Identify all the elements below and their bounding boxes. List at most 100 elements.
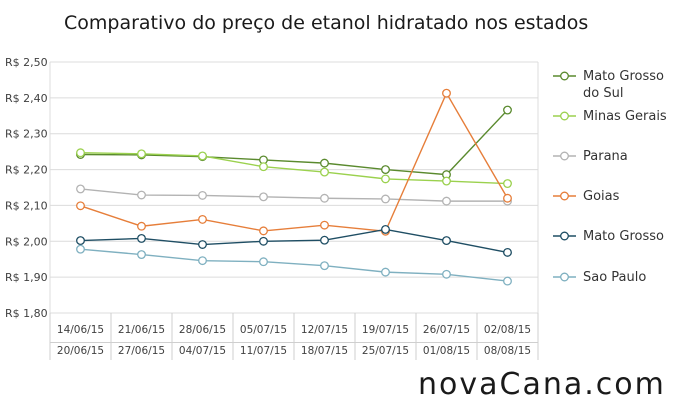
- data-point: [76, 148, 85, 158]
- watermark-text: novaCana.com: [418, 367, 666, 402]
- series-mato-grosso: [76, 225, 512, 257]
- data-point: [320, 193, 329, 203]
- data-point: [381, 194, 390, 204]
- data-point: [137, 250, 146, 260]
- series-line: [80, 228, 508, 254]
- y-tick-label: R$ 2,50: [5, 56, 48, 69]
- x-tick-label-start: 05/07/15: [240, 324, 287, 336]
- data-point: [198, 240, 207, 249]
- data-point: [503, 179, 512, 189]
- data-point: [381, 225, 390, 234]
- data-point: [198, 151, 207, 161]
- legend-label: Parana: [583, 149, 628, 164]
- legend-item: Goias: [553, 189, 620, 204]
- data-point: [503, 193, 512, 203]
- data-point: [198, 190, 207, 200]
- data-point: [320, 158, 329, 168]
- data-point: [76, 244, 85, 254]
- data-point: [503, 276, 512, 286]
- data-point: [442, 236, 451, 246]
- y-tick-label: R$ 1,90: [5, 271, 48, 284]
- data-point: [320, 235, 329, 245]
- x-tick-label-end: 25/07/15: [362, 345, 409, 357]
- data-point: [198, 214, 207, 224]
- data-point: [198, 256, 207, 266]
- legend-marker: [560, 272, 569, 282]
- series-minas-gerais: [76, 148, 512, 189]
- series-mato-grosso-do-sul: [76, 105, 512, 180]
- data-point: [381, 165, 390, 175]
- x-tick-label-start: 19/07/15: [362, 324, 409, 336]
- series-line: [80, 152, 508, 185]
- legend-item: Sao Paulo: [553, 270, 646, 285]
- x-tick-label-start: 12/07/15: [301, 324, 348, 336]
- y-tick-label: R$ 1,80: [5, 307, 48, 320]
- x-tick-label-end: 20/06/15: [57, 345, 104, 357]
- data-point: [320, 167, 329, 177]
- series-line: [80, 109, 509, 176]
- data-point: [137, 149, 146, 159]
- data-point: [259, 257, 268, 267]
- y-tick-label: R$ 2,00: [5, 235, 48, 248]
- data-point: [320, 261, 329, 271]
- legend-marker: [560, 191, 569, 201]
- series-goias: [76, 88, 512, 236]
- data-point: [442, 176, 451, 186]
- data-point: [442, 269, 451, 279]
- data-point: [503, 105, 512, 115]
- legend-marker: [560, 151, 569, 161]
- y-tick-label: R$ 2,40: [5, 92, 48, 105]
- x-tick-label-end: 27/06/15: [118, 345, 165, 357]
- data-point: [76, 201, 85, 211]
- x-tick-label-end: 01/08/15: [423, 345, 470, 357]
- data-point: [381, 174, 390, 184]
- x-tick-label-start: 26/07/15: [423, 324, 470, 336]
- legend-item: Mato Grosso do Sul: [553, 69, 664, 101]
- data-point: [76, 184, 85, 194]
- data-point: [137, 221, 146, 231]
- series-sao-paulo: [76, 244, 512, 286]
- legend-marker: [560, 231, 569, 241]
- data-point: [259, 192, 268, 202]
- data-point: [259, 226, 268, 236]
- data-point: [137, 190, 146, 200]
- legend-label: Mato Grosso: [583, 229, 664, 244]
- legend-item: Minas Gerais: [553, 109, 667, 124]
- data-point: [503, 247, 512, 257]
- watermark-logo: novaCana.com: [418, 367, 666, 402]
- legend-marker: [560, 71, 569, 81]
- legend: Mato Grosso do Sul Minas Gerais Parana Goias…: [553, 69, 667, 285]
- x-tick-label-start: 21/06/15: [118, 324, 165, 336]
- series-line: [80, 91, 509, 232]
- data-point: [259, 162, 268, 172]
- legend-item: Parana: [553, 149, 628, 164]
- x-tick-label-end: 08/08/15: [484, 345, 531, 357]
- grid: [49, 61, 539, 314]
- series-parana: [76, 184, 512, 206]
- x-tick-label-end: 18/07/15: [301, 345, 348, 357]
- series-line: [80, 188, 508, 202]
- x-tick-label-start: 02/08/15: [484, 324, 531, 336]
- legend-label: Sao Paulo: [583, 270, 646, 285]
- chart-title: Comparativo do preço de etanol hidratado…: [64, 12, 588, 34]
- x-tick-label-end: 04/07/15: [179, 345, 226, 357]
- x-tick-label-start: 14/06/15: [57, 324, 104, 336]
- y-tick-label: R$ 2,10: [5, 199, 48, 212]
- axes: R$ 1,80 R$ 1,90 R$ 2,00 R$ 2,10 R$ 2,20 R$ 2,…: [5, 56, 539, 360]
- legend-label: Goias: [583, 189, 620, 204]
- series-layer: [76, 88, 512, 286]
- legend-label: Mato Grosso: [583, 69, 664, 84]
- data-point: [381, 267, 390, 277]
- legend-item: Mato Grosso: [553, 229, 664, 244]
- data-point: [259, 236, 268, 246]
- series-line: [80, 248, 508, 282]
- legend-marker: [560, 111, 569, 121]
- data-point: [137, 233, 146, 243]
- x-tick-label-start: 28/06/15: [179, 324, 226, 336]
- data-point: [76, 236, 85, 246]
- data-point: [442, 196, 451, 206]
- y-tick-label: R$ 2,20: [5, 164, 48, 177]
- data-point: [442, 88, 451, 98]
